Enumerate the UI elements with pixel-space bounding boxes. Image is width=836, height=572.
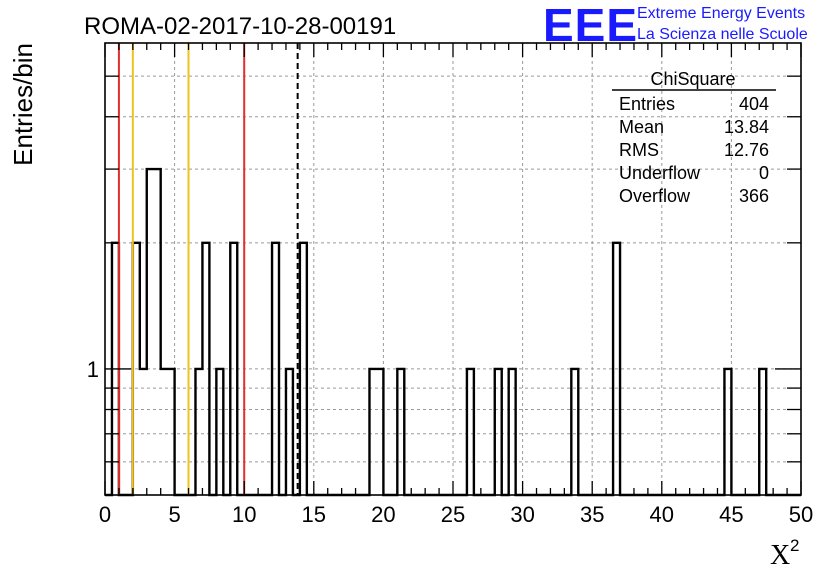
x-tick-label: 15 xyxy=(302,502,326,527)
logo-line-1: Extreme Energy Events xyxy=(637,5,805,22)
y-axis-label: Entries/bin xyxy=(8,43,38,166)
x-tick-label: 35 xyxy=(580,502,604,527)
x-axis-label: X 2 xyxy=(770,536,799,571)
stats-row: Mean 13.84 xyxy=(619,117,769,137)
stats-value: 12.76 xyxy=(724,140,769,160)
stats-value: 366 xyxy=(739,186,769,206)
axes: 0 5 10 15 20 25 30 35 40 45 50 1 xyxy=(87,42,813,527)
stats-label: Overflow xyxy=(619,186,691,206)
x-tick-label: 50 xyxy=(789,502,813,527)
stats-row: Underflow 0 xyxy=(619,163,769,183)
stats-row: Entries 404 xyxy=(619,94,769,114)
stats-label: Entries xyxy=(619,94,675,114)
stats-row: Overflow 366 xyxy=(619,186,769,206)
x-tick-label: 40 xyxy=(650,502,674,527)
stats-label: RMS xyxy=(619,140,659,160)
grid xyxy=(105,43,801,495)
y-tick-label: 1 xyxy=(87,357,99,382)
stats-box: ChiSquare Entries 404 Mean 13.84 RMS 12.76 Und… xyxy=(612,69,776,206)
x-tick-label: 25 xyxy=(441,502,465,527)
stats-label: Mean xyxy=(619,117,664,137)
histogram-bars xyxy=(105,167,801,497)
x-tick-label: 5 xyxy=(168,502,180,527)
x-tick-label: 10 xyxy=(232,502,256,527)
stats-value: 404 xyxy=(739,94,769,114)
run-title: ROMA-02-2017-10-28-00191 xyxy=(84,13,396,40)
reference-lines xyxy=(117,43,299,495)
stats-row: RMS 12.76 xyxy=(619,140,769,160)
x-tick-label: 20 xyxy=(371,502,395,527)
x-tick-label: 30 xyxy=(510,502,534,527)
x-axis-label-superscript: 2 xyxy=(790,536,799,555)
histogram-outline xyxy=(105,167,801,497)
x-tick-label: 45 xyxy=(719,502,743,527)
stats-title: ChiSquare xyxy=(650,69,735,89)
stats-value: 13.84 xyxy=(724,117,769,137)
x-tick-label: 0 xyxy=(99,502,111,527)
x-axis-label-base: X xyxy=(770,540,790,571)
stats-value: 0 xyxy=(759,163,769,183)
logo-line-2: La Scienza nelle Scuole xyxy=(637,26,808,43)
stats-label: Underflow xyxy=(619,163,701,183)
